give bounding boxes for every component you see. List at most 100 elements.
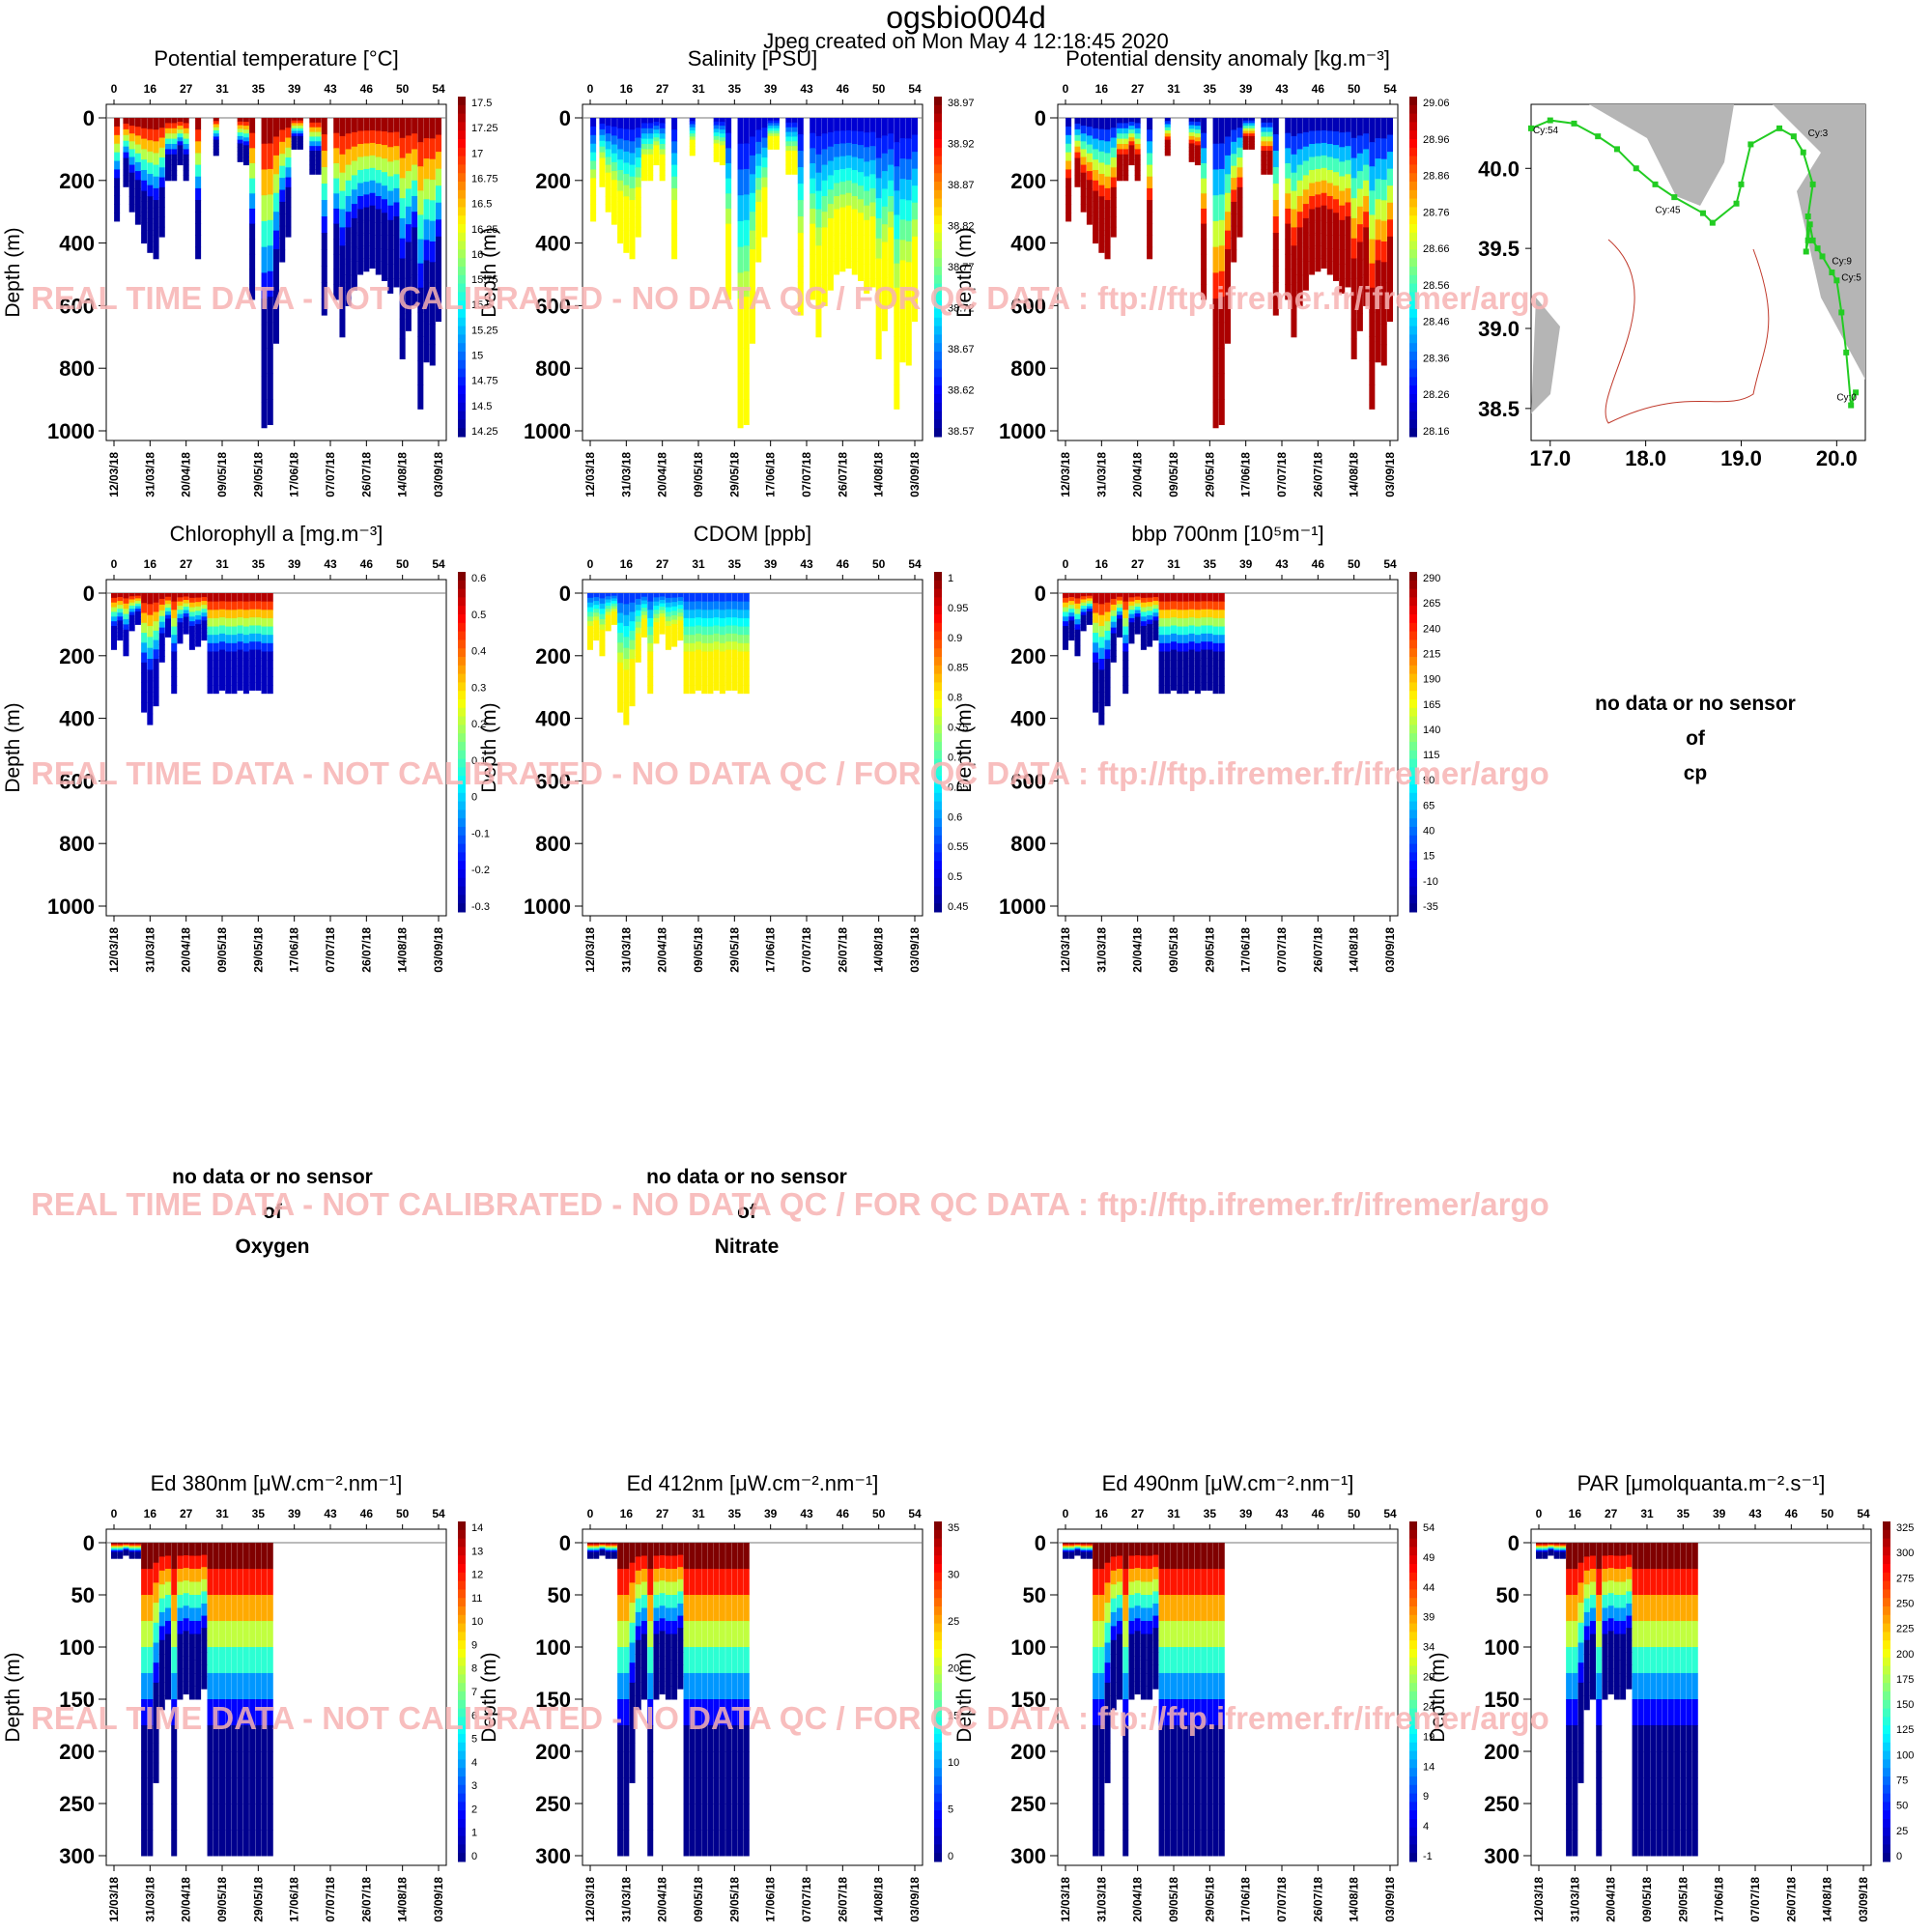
profile-segment	[1231, 154, 1237, 167]
profile-segment	[1122, 626, 1129, 636]
profile-segment	[1291, 172, 1297, 192]
profile-segment	[647, 128, 654, 134]
profile-segment	[1363, 212, 1370, 228]
profile-segment	[183, 1643, 189, 1657]
profile-segment	[590, 204, 597, 213]
profile-segment	[599, 645, 606, 651]
track-point	[1814, 245, 1821, 252]
profile-segment	[1080, 164, 1087, 174]
profile-segment	[1117, 1634, 1122, 1648]
track-point	[1819, 253, 1826, 260]
profile-segment	[153, 1582, 159, 1604]
track-point	[1699, 210, 1706, 216]
profile-segment	[635, 621, 641, 629]
profile-segment	[1201, 1569, 1208, 1596]
y-tick-label: 0	[83, 1531, 95, 1555]
profile-segment	[111, 1556, 117, 1559]
colorbar-band	[458, 691, 466, 700]
colorbar-band	[1409, 189, 1417, 200]
date-tick-label: 14/08/18	[396, 927, 410, 973]
profile-segment	[713, 125, 720, 129]
profile-segment	[128, 1550, 135, 1552]
profile-segment	[363, 258, 370, 272]
profile-segment	[617, 672, 624, 683]
top-tick-label: 16	[144, 82, 157, 96]
profile-segment	[821, 212, 828, 228]
profile-segment	[147, 174, 154, 186]
profile-segment	[1068, 605, 1075, 610]
profile-segment	[1063, 639, 1068, 645]
colorbar-band	[1409, 334, 1417, 344]
profile-segment	[321, 266, 327, 283]
profile-segment	[821, 227, 828, 244]
profile-segment	[1315, 245, 1321, 260]
profile-segment	[1093, 622, 1099, 634]
profile-segment	[369, 242, 376, 257]
profile-segment	[864, 176, 870, 192]
profile-segment	[743, 1569, 750, 1596]
top-tick-label: 54	[1383, 1507, 1397, 1520]
profile-segment	[1104, 630, 1111, 641]
profile-segment	[1182, 685, 1189, 695]
profile-segment	[1644, 1830, 1650, 1857]
profile-segment	[1212, 1595, 1219, 1622]
profile-segment	[590, 160, 597, 170]
profile-segment	[851, 130, 858, 145]
profile-segment	[147, 614, 154, 627]
profile-segment	[165, 1647, 171, 1661]
profile-segment	[369, 180, 376, 194]
profile-segment	[1315, 194, 1321, 209]
profile-segment	[797, 282, 804, 299]
profile-segment	[351, 232, 357, 248]
colorbar-band	[1409, 1614, 1417, 1625]
profile-segment	[1242, 126, 1249, 129]
profile-segment	[677, 628, 684, 633]
profile-segment	[696, 617, 701, 626]
profile-segment	[689, 642, 696, 652]
profile-segment	[1104, 696, 1111, 707]
profile-segment	[1309, 209, 1316, 223]
profile-segment	[153, 687, 159, 697]
profile-segment	[1134, 600, 1141, 605]
colorbar-tick-label: 15	[1423, 851, 1435, 863]
profile-segment	[153, 649, 159, 660]
profile-segment	[665, 1569, 671, 1582]
profile-segment	[123, 1548, 129, 1549]
profile-segment	[737, 1804, 744, 1831]
profile-segment	[605, 156, 611, 166]
profile-segment	[845, 242, 852, 257]
profile-segment	[1333, 118, 1339, 132]
profile-segment	[1147, 1673, 1153, 1687]
profile-segment	[1387, 287, 1393, 305]
profile-segment	[587, 1550, 593, 1552]
profile-segment	[1363, 180, 1370, 197]
profile-segment	[1188, 1595, 1195, 1622]
profile-segment	[810, 223, 816, 240]
profile-segment	[731, 641, 738, 651]
date-tick-label: 20/04/18	[1131, 1877, 1145, 1922]
profile-segment	[1218, 676, 1225, 686]
profile-segment	[665, 1621, 671, 1634]
profile-segment	[881, 206, 888, 225]
profile-segment	[713, 154, 720, 159]
profile-segment	[147, 593, 154, 605]
colorbar-band	[1409, 156, 1417, 165]
profile-segment	[839, 258, 846, 272]
profile-segment	[273, 118, 279, 137]
profile-segment	[875, 258, 882, 279]
profile-segment	[623, 692, 630, 703]
profile-segment	[641, 149, 647, 156]
profile-segment	[1086, 180, 1093, 189]
profile-segment	[123, 603, 129, 610]
profile-segment	[1572, 1751, 1578, 1778]
profile-segment	[201, 1628, 208, 1641]
profile-segment	[1164, 127, 1171, 131]
colorbar-band	[934, 606, 942, 615]
profile-segment	[1339, 132, 1346, 148]
profile-segment	[188, 621, 195, 627]
profile-segment	[1182, 601, 1189, 611]
profile-segment	[689, 651, 696, 661]
profile-segment	[147, 1673, 154, 1700]
profile-segment	[231, 668, 238, 677]
profile-segment	[1086, 619, 1093, 623]
